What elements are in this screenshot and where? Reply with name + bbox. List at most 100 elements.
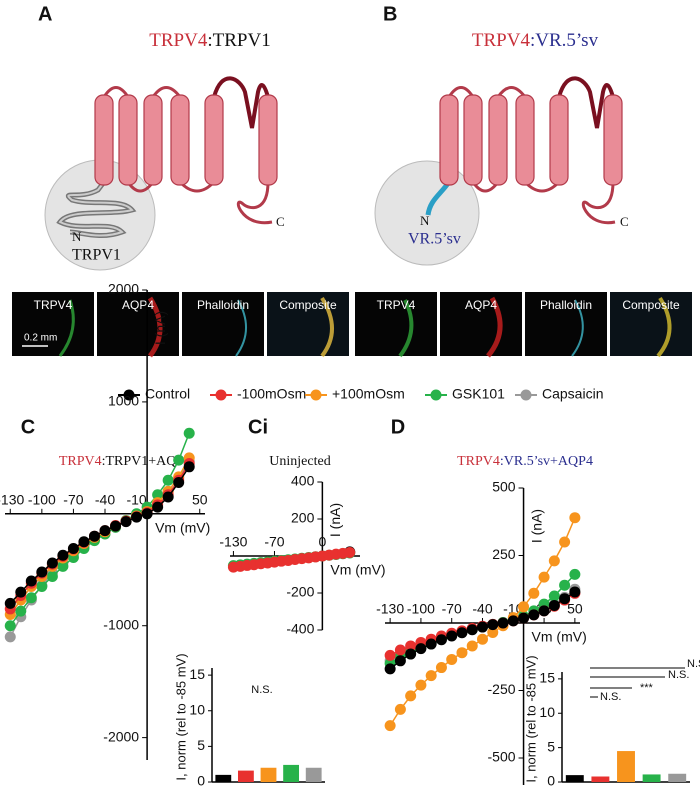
data-point bbox=[78, 536, 90, 548]
chart-title: TRPV4:VR.5’sv+AQP4 bbox=[457, 454, 593, 469]
annotation: N.S. bbox=[600, 691, 621, 703]
stain bbox=[571, 299, 584, 357]
data-point bbox=[559, 579, 571, 591]
y-tick-label: -1000 bbox=[103, 616, 139, 632]
x-tick-label: -70 bbox=[63, 492, 83, 508]
bar bbox=[642, 774, 661, 782]
tm-helix bbox=[549, 94, 569, 186]
y-axis-label: I, norm (rel to -85 mV) bbox=[173, 653, 188, 780]
y-tick-label: 10 bbox=[189, 701, 205, 717]
chart-title: TRPV4:TRPV1+AQP4 bbox=[59, 454, 191, 469]
data-point bbox=[173, 454, 185, 466]
loops bbox=[447, 86, 561, 193]
data-point bbox=[497, 617, 509, 629]
data-point bbox=[25, 592, 37, 604]
panel-label: A bbox=[38, 3, 52, 25]
stain bbox=[486, 296, 503, 358]
data-point bbox=[518, 612, 530, 624]
data-point bbox=[405, 640, 417, 652]
data-point bbox=[456, 647, 468, 659]
data-point bbox=[46, 570, 58, 582]
tm-helix bbox=[143, 94, 163, 186]
annotation: N.S. bbox=[687, 658, 700, 670]
data-point bbox=[538, 571, 550, 583]
panel-label: D bbox=[391, 416, 405, 438]
tm-helix bbox=[258, 94, 278, 186]
micrograph bbox=[525, 292, 607, 356]
y-tick-label: 0 bbox=[547, 773, 555, 789]
stain bbox=[656, 296, 672, 358]
panel-a: A TRPV4:TRPV1 N TRPV1 C bbox=[38, 3, 285, 271]
data-point bbox=[548, 590, 560, 602]
title-part: TRPV4 bbox=[472, 30, 531, 51]
data-point bbox=[4, 631, 16, 643]
legend-marker bbox=[123, 389, 135, 401]
data-point bbox=[518, 601, 530, 613]
data-point bbox=[456, 627, 468, 639]
data-point bbox=[507, 615, 519, 627]
data-point bbox=[344, 546, 356, 558]
data-point bbox=[36, 566, 48, 578]
micrograph bbox=[610, 292, 692, 356]
data-point bbox=[394, 655, 406, 667]
bar bbox=[591, 776, 610, 782]
data-point bbox=[528, 587, 540, 599]
x-tick-label: -130 bbox=[219, 534, 247, 550]
data-point bbox=[559, 536, 571, 548]
x-tick-label: -40 bbox=[472, 601, 492, 617]
tm-helix bbox=[515, 94, 535, 186]
x-tick-label: -100 bbox=[28, 492, 56, 508]
bar bbox=[215, 774, 232, 782]
data-point bbox=[487, 619, 499, 631]
micrograph-label: Composite bbox=[622, 298, 680, 312]
x-tick-label: 0 bbox=[318, 534, 326, 550]
data-point bbox=[569, 512, 581, 524]
tm-helix bbox=[439, 94, 459, 186]
tm-helix bbox=[170, 94, 190, 186]
title-part: :VR.5’sv+AQP4 bbox=[500, 454, 593, 469]
data-point bbox=[110, 520, 122, 532]
domain-label: TRPV1 bbox=[72, 247, 121, 264]
legend-marker bbox=[310, 389, 322, 401]
bar bbox=[260, 767, 277, 782]
legend-label: Capsaicin bbox=[542, 386, 603, 402]
title-part: TRPV4 bbox=[59, 454, 102, 469]
legend-label: +100mOsm bbox=[332, 386, 405, 402]
micrograph bbox=[182, 292, 264, 356]
scale-label: 0.2 mm bbox=[24, 333, 57, 344]
x-axis-label: Vm (mV) bbox=[330, 562, 385, 578]
y-tick-label: 15 bbox=[539, 670, 555, 686]
title-part: TRPV4 bbox=[149, 30, 208, 51]
x-tick-label: 50 bbox=[192, 492, 208, 508]
data-point bbox=[152, 501, 164, 513]
chart-title: Uninjected bbox=[269, 454, 330, 469]
x-axis-label: Vm (mV) bbox=[532, 629, 587, 645]
micrograph-label: TRPV4 bbox=[377, 298, 416, 312]
data-point bbox=[162, 474, 174, 486]
micrograph bbox=[97, 292, 179, 356]
data-point bbox=[4, 620, 16, 632]
panel-label: B bbox=[383, 3, 397, 25]
x-tick-label: -40 bbox=[95, 492, 115, 508]
y-tick-label: 0 bbox=[197, 773, 205, 789]
data-point bbox=[46, 557, 58, 569]
micrograph-label: Composite bbox=[279, 298, 337, 312]
data-point bbox=[394, 644, 406, 656]
title-part: :TRPV1 bbox=[207, 30, 270, 51]
stain bbox=[235, 299, 247, 357]
panel-title: TRPV4:VR.5’sv bbox=[472, 30, 599, 51]
trpv1-domain-core bbox=[58, 181, 134, 237]
micrograph-label: AQP4 bbox=[465, 298, 497, 312]
data-point bbox=[57, 560, 69, 572]
y-tick-label: 5 bbox=[197, 737, 205, 753]
panel-b: B TRPV4:VR.5’sv N VR.5’sv C bbox=[374, 3, 629, 266]
data-point bbox=[435, 662, 447, 674]
data-point bbox=[173, 476, 185, 488]
data-point bbox=[435, 634, 447, 646]
y-tick-label: 1000 bbox=[108, 393, 139, 409]
data-point bbox=[466, 624, 478, 636]
legend-label: Control bbox=[145, 386, 190, 402]
tm-helix bbox=[118, 94, 138, 186]
data-point bbox=[466, 640, 478, 652]
